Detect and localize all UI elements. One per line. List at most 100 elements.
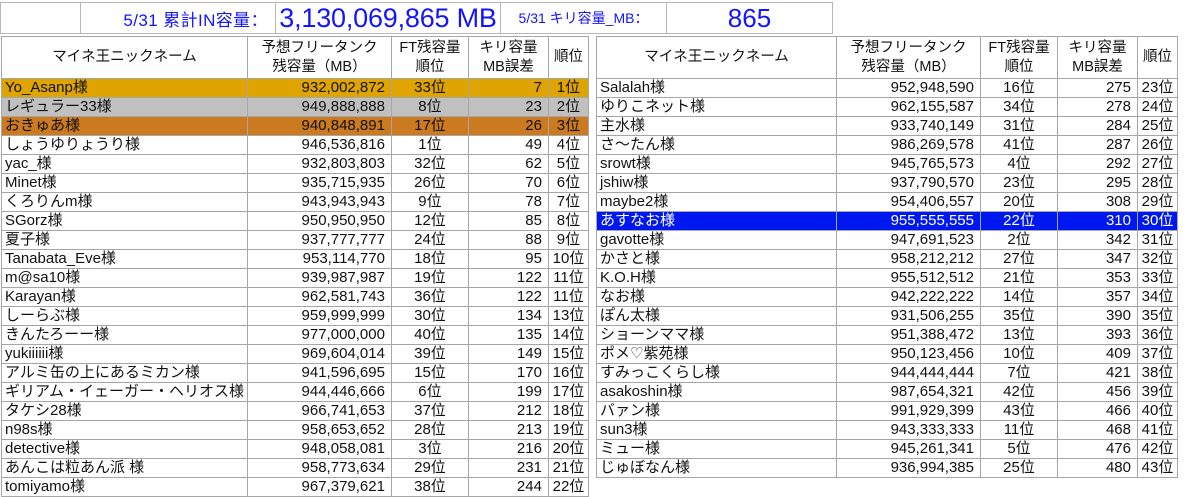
cell-ft-rank[interactable]: 10位 [980, 344, 1058, 364]
cell-free-tank[interactable]: 946,536,816 [246, 135, 392, 155]
cell-free-tank[interactable]: 958,653,652 [246, 420, 392, 440]
cell-nickname[interactable]: かさと様 [596, 249, 837, 269]
cell-error[interactable]: 308 [1057, 192, 1138, 212]
cell-rank[interactable]: 15位 [547, 344, 589, 364]
cell-nickname[interactable]: ショーンママ様 [596, 325, 837, 345]
cell-rank[interactable]: 21位 [547, 458, 589, 478]
cell-nickname[interactable]: しょうゆりょうり様 [1, 135, 248, 155]
cell-error[interactable]: 213 [467, 420, 549, 440]
table-row[interactable]: ミュー様 945,261,341 5位 476 42位 [596, 439, 1178, 459]
table-row[interactable]: くろりんm様 943,943,943 9位 78 7位 [1, 192, 589, 212]
cell-rank[interactable]: 2位 [547, 97, 589, 117]
cell-rank[interactable]: 1位 [547, 78, 589, 98]
cell-error[interactable]: 122 [467, 268, 549, 288]
table-row[interactable]: ショーンママ様 951,388,472 13位 393 36位 [596, 325, 1178, 345]
table-row[interactable]: Salalah様 952,948,590 16位 275 23位 [596, 78, 1178, 98]
table-row[interactable]: きんたろーー様 977,000,000 40位 135 14位 [1, 325, 589, 345]
cell-free-tank[interactable]: 955,555,555 [836, 211, 981, 231]
table-row[interactable]: かさと様 958,212,212 27位 347 32位 [596, 249, 1178, 269]
cell-ft-rank[interactable]: 12位 [390, 211, 469, 231]
cell-nickname[interactable]: K.O.H様 [596, 268, 837, 288]
cell-ft-rank[interactable]: 7位 [980, 363, 1058, 383]
cell-free-tank[interactable]: 987,654,321 [836, 382, 981, 402]
cell-ft-rank[interactable]: 15位 [390, 363, 469, 383]
cell-ft-rank[interactable]: 22位 [980, 211, 1058, 231]
cell-rank[interactable]: 22位 [547, 477, 589, 497]
cell-nickname[interactable]: ポメ♡紫苑様 [596, 344, 837, 364]
cell-error[interactable]: 357 [1057, 287, 1138, 307]
table-row[interactable]: Yo_Asanp様 932,002,872 33位 7 1位 [1, 78, 589, 98]
cell-error[interactable]: 287 [1057, 135, 1138, 155]
cell-ft-rank[interactable]: 23位 [980, 173, 1058, 193]
cell-nickname[interactable]: Karayan様 [1, 287, 248, 307]
cell-ft-rank[interactable]: 33位 [390, 78, 469, 98]
cell-error[interactable]: 409 [1057, 344, 1138, 364]
cell-error[interactable]: 85 [467, 211, 549, 231]
cell-ft-rank[interactable]: 19位 [390, 268, 469, 288]
cell-ft-rank[interactable]: 8位 [390, 97, 469, 117]
cell-nickname[interactable]: ミュー様 [596, 439, 837, 459]
cell-error[interactable]: 347 [1057, 249, 1138, 269]
cell-rank[interactable]: 28位 [1137, 173, 1178, 193]
cell-free-tank[interactable]: 959,999,999 [246, 306, 392, 326]
cell-ft-rank[interactable]: 37位 [390, 401, 469, 421]
cell-ft-rank[interactable]: 9位 [390, 192, 469, 212]
cell-error[interactable]: 95 [467, 249, 549, 269]
table-row[interactable]: 夏子様 937,777,777 24位 88 9位 [1, 230, 589, 250]
table-row[interactable]: jshiw様 937,790,570 23位 295 28位 [596, 173, 1178, 193]
table-row[interactable]: バァン様 991,929,399 43位 466 40位 [596, 401, 1178, 421]
table-row[interactable]: ゆりこネット様 962,155,587 34位 278 24位 [596, 97, 1178, 117]
cell-error[interactable]: 342 [1057, 230, 1138, 250]
cell-error[interactable]: 212 [467, 401, 549, 421]
cell-rank[interactable]: 27位 [1137, 154, 1178, 174]
cell-nickname[interactable]: 夏子様 [1, 230, 248, 250]
cell-nickname[interactable]: レギュラー33様 [1, 97, 248, 117]
table-row[interactable]: K.O.H様 955,512,512 21位 353 33位 [596, 268, 1178, 288]
cell-nickname[interactable]: しーらぶ様 [1, 306, 248, 326]
cell-free-tank[interactable]: 962,155,587 [836, 97, 981, 117]
cell-rank[interactable]: 23位 [1137, 78, 1178, 98]
cell-rank[interactable]: 42位 [1137, 439, 1178, 459]
cell-ft-rank[interactable]: 11位 [980, 420, 1058, 440]
column-header-nickname[interactable]: マイネ王ニックネーム [596, 36, 837, 79]
cell-free-tank[interactable]: 958,212,212 [836, 249, 981, 269]
cell-rank[interactable]: 16位 [547, 363, 589, 383]
cell-ft-rank[interactable]: 6位 [390, 382, 469, 402]
cell-ft-rank[interactable]: 3位 [390, 439, 469, 459]
cell-rank[interactable]: 29位 [1137, 192, 1178, 212]
cell-free-tank[interactable]: 939,987,987 [246, 268, 392, 288]
cell-nickname[interactable]: 主水様 [596, 116, 837, 136]
table-row[interactable]: n98s様 958,653,652 28位 213 19位 [1, 420, 589, 440]
cell-free-tank[interactable]: 941,596,695 [246, 363, 392, 383]
cell-rank[interactable]: 10位 [547, 249, 589, 269]
cell-error[interactable]: 390 [1057, 306, 1138, 326]
cell-rank[interactable]: 41位 [1137, 420, 1178, 440]
cell-ft-rank[interactable]: 24位 [390, 230, 469, 250]
cell-error[interactable]: 7 [467, 78, 549, 98]
table-row[interactable]: おきゅあ様 940,848,891 17位 26 3位 [1, 116, 589, 136]
cell-rank[interactable]: 13位 [547, 306, 589, 326]
cell-error[interactable]: 310 [1057, 211, 1138, 231]
column-header-error[interactable]: キリ容量 MB誤差 [1057, 36, 1138, 79]
cell-nickname[interactable]: Salalah様 [596, 78, 837, 98]
cell-nickname[interactable]: detective様 [1, 439, 248, 459]
cell-free-tank[interactable]: 932,803,803 [246, 154, 392, 174]
table-row[interactable]: maybe2様 954,406,557 20位 308 29位 [596, 192, 1178, 212]
cell-free-tank[interactable]: 942,222,222 [836, 287, 981, 307]
table-row[interactable]: Minet様 935,715,935 26位 70 6位 [1, 173, 589, 193]
cell-error[interactable]: 122 [467, 287, 549, 307]
cell-ft-rank[interactable]: 26位 [390, 173, 469, 193]
cell-ft-rank[interactable]: 38位 [390, 477, 469, 497]
cell-free-tank[interactable]: 952,948,590 [836, 78, 981, 98]
cell-nickname[interactable]: あすなお様 [596, 211, 837, 231]
cell-free-tank[interactable]: 943,333,333 [836, 420, 981, 440]
cell-nickname[interactable]: くろりんm様 [1, 192, 248, 212]
table-row[interactable]: ポメ♡紫苑様 950,123,456 10位 409 37位 [596, 344, 1178, 364]
cell-ft-rank[interactable]: 39位 [390, 344, 469, 364]
cell-rank[interactable]: 6位 [547, 173, 589, 193]
cell-rank[interactable]: 31位 [1137, 230, 1178, 250]
table-row[interactable]: yukiiiiii様 969,604,014 39位 149 15位 [1, 344, 589, 364]
cell-error[interactable]: 295 [1057, 173, 1138, 193]
cell-error[interactable]: 480 [1057, 458, 1138, 478]
cell-free-tank[interactable]: 950,950,950 [246, 211, 392, 231]
